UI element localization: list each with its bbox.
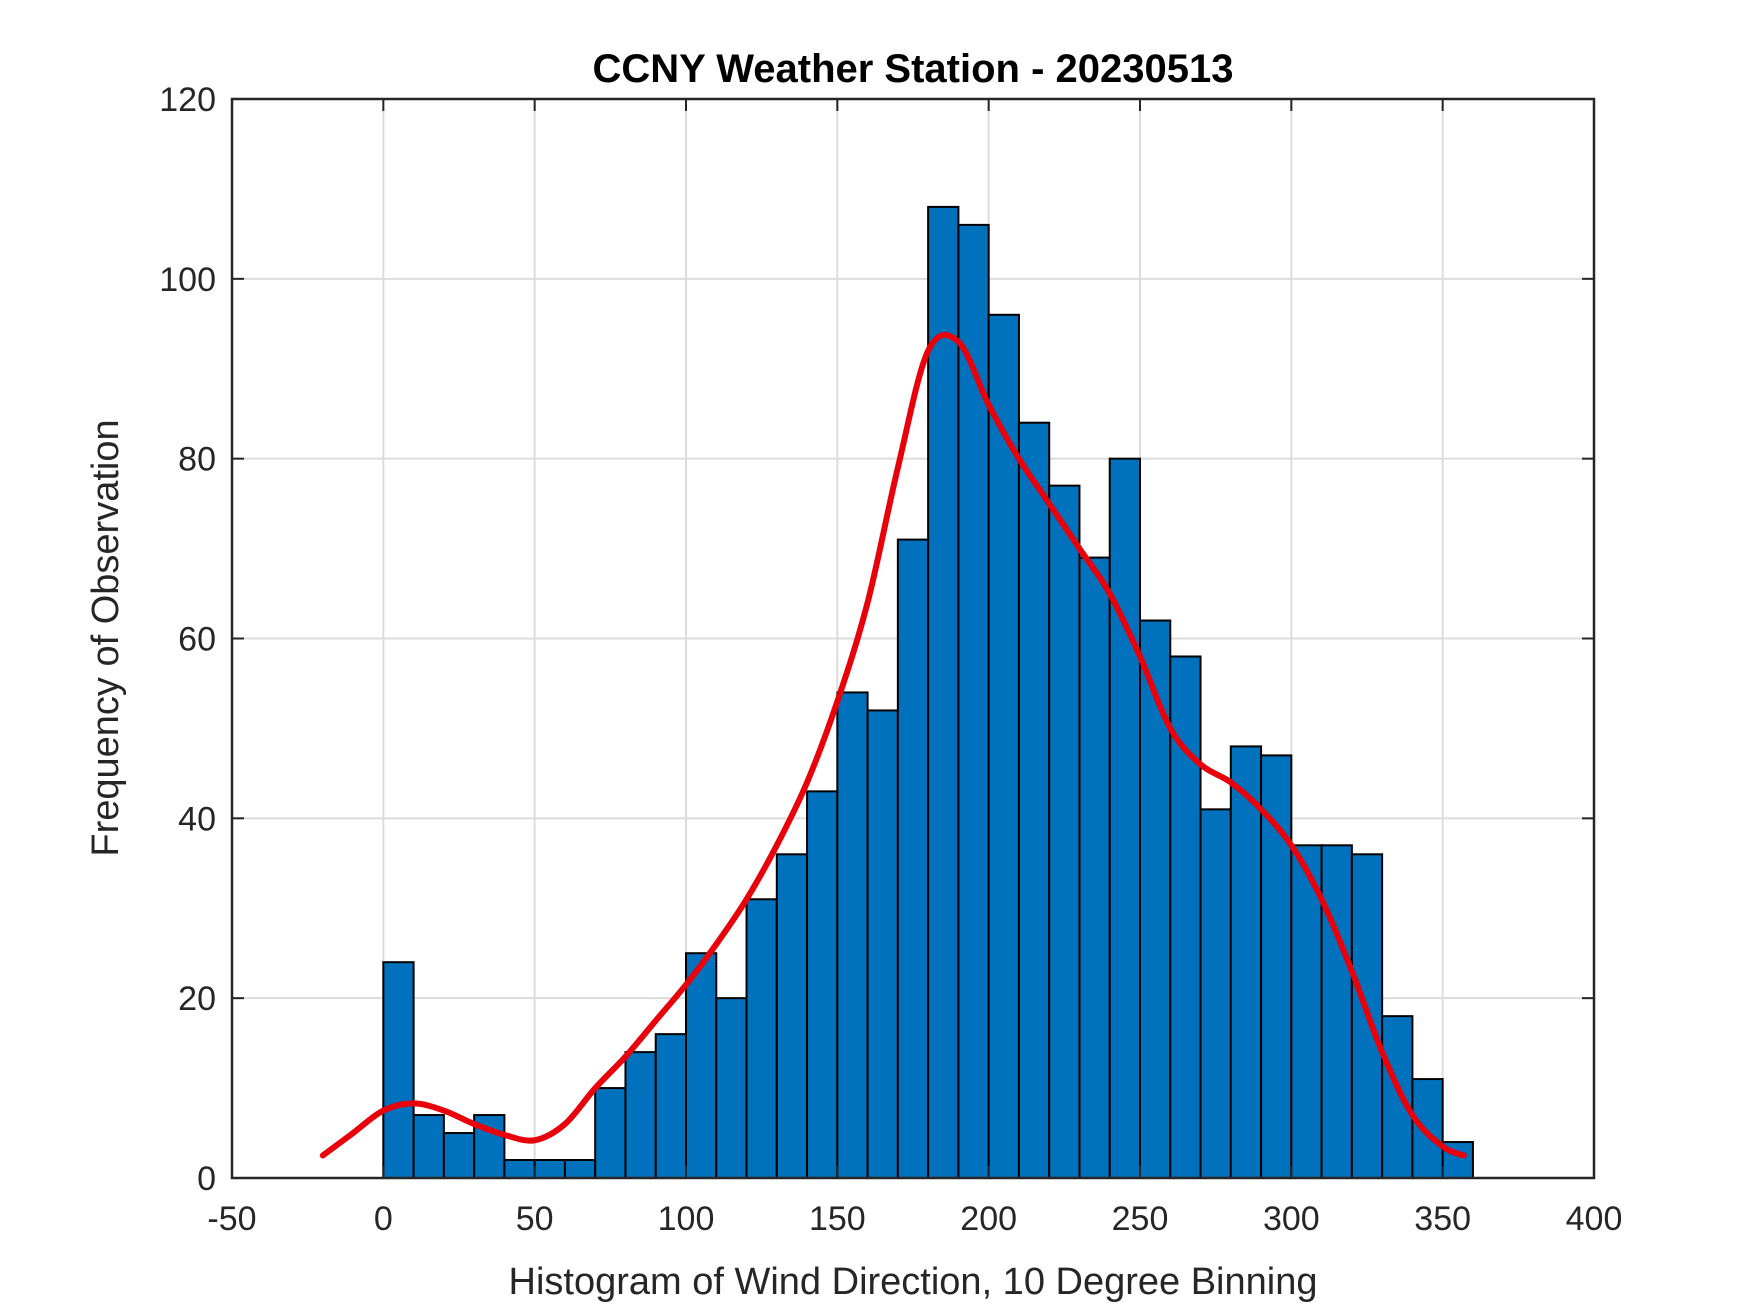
histogram-bar [1108,457,1141,1179]
histogram-bar [1260,754,1293,1179]
y-tick-label: 0 [197,1160,216,1198]
x-tick-label: -50 [207,1200,256,1238]
histogram-bar [775,853,809,1179]
histogram-bar [1381,1015,1414,1180]
histogram-bar [896,538,930,1179]
x-tick-labels: -50 0 50 100 150 200 250 300 350 400 [207,1200,1622,1238]
y-tick-label: 60 [178,621,216,659]
y-tick-labels: 0 20 40 60 80 100 120 [159,81,216,1198]
histogram-bar [987,313,1020,1179]
histogram-bar [1199,808,1232,1179]
x-tick-label: 100 [658,1200,715,1238]
histogram-bar [654,1033,688,1179]
y-tick-label: 100 [159,261,216,299]
histogram-bar [1411,1078,1444,1180]
x-tick-label: 400 [1566,1200,1623,1238]
x-tick-label: 300 [1263,1200,1320,1238]
histogram-bar [594,1087,627,1180]
histogram-bar [927,205,960,1179]
y-tick-label: 120 [159,81,216,119]
x-tick-label: 150 [809,1200,866,1238]
histogram-bar [503,1159,536,1180]
y-tick-label: 20 [178,980,216,1018]
x-tick-label: 350 [1414,1200,1471,1238]
histogram-bar [715,997,748,1180]
histogram-bar [1139,619,1172,1179]
histogram-bar [745,898,778,1180]
y-tick-label: 40 [178,800,216,838]
histogram-bar [1017,421,1051,1179]
x-tick-label: 200 [960,1200,1017,1238]
y-axis-label: Frequency of Observation [85,419,127,856]
density-curve [319,332,1467,1159]
y-tick-label: 80 [178,441,216,479]
histogram-bar [1229,745,1263,1180]
histogram-bar [1320,844,1353,1180]
histogram-bar [412,1114,445,1180]
histogram-bar [866,709,899,1180]
x-tick-label: 50 [516,1200,554,1238]
histogram-bar [1048,484,1081,1179]
axis-ticks [231,98,1595,1179]
chart-title: CCNY Weather Station - 20230513 [593,47,1234,91]
histogram-bar [624,1051,657,1180]
x-tick-label: 250 [1112,1200,1169,1238]
x-tick-label: 0 [374,1200,393,1238]
histogram-bar [1078,556,1111,1179]
histogram-bar [442,1132,476,1179]
histogram-bar [563,1159,597,1180]
histogram-bar [806,790,839,1179]
density-curve-layer [319,332,1467,1159]
x-axis-label: Histogram of Wind Direction, 10 Degree B… [509,1261,1318,1303]
histogram-bar [685,952,718,1179]
histogram-bar [533,1159,566,1180]
histogram-bar [836,691,869,1179]
histogram-bar [382,961,415,1180]
